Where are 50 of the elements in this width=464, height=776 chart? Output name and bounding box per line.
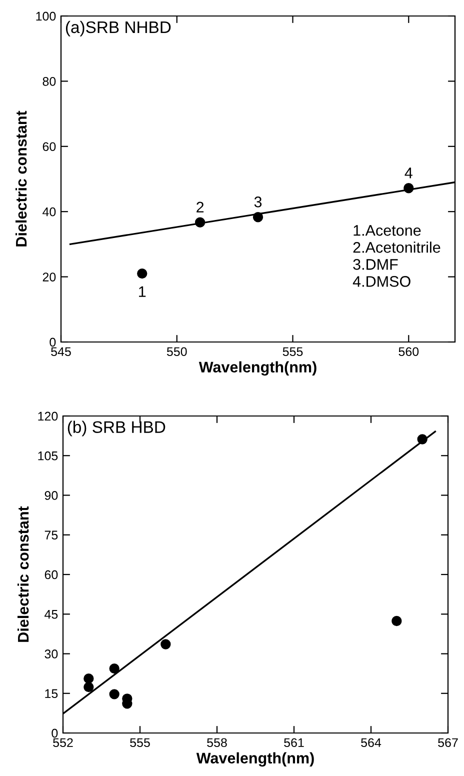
- x-tick-label: 558: [207, 738, 227, 748]
- y-tick-label: 15: [45, 689, 58, 698]
- x-tick-label: 555: [130, 738, 150, 748]
- chart-title: (b) SRB HBD: [68, 420, 166, 436]
- x-tick-label: 560: [398, 347, 419, 356]
- y-tick-label: 100: [36, 12, 56, 21]
- point: [109, 663, 120, 674]
- point: [109, 689, 120, 700]
- y-tick-label: 20: [42, 272, 56, 282]
- point: [392, 616, 402, 626]
- annotation: 4: [404, 168, 412, 178]
- annotation: 2: [196, 202, 204, 212]
- y-tick-label: 120: [38, 412, 58, 421]
- point: [417, 434, 428, 444]
- x-axis-title: Wavelength(nm): [196, 752, 314, 767]
- y-tick-label: 75: [44, 530, 58, 540]
- point: [84, 682, 94, 692]
- annotation: 1: [139, 286, 146, 297]
- y-tick-label: 0: [50, 338, 56, 347]
- y-axis-title: Dielectric constant: [17, 506, 29, 642]
- y-tick-label: 80: [42, 77, 56, 86]
- y-tick-label: 60: [42, 142, 56, 152]
- x-tick-label: 552: [53, 738, 73, 748]
- x-axis-title: Wavelength(nm): [198, 361, 316, 376]
- annotation: 4.DMSO: [352, 276, 410, 287]
- annotation: 3.DMF: [353, 259, 398, 270]
- x-tick-label: 545: [51, 347, 71, 356]
- chart-title: (a)SRB NHBD: [66, 20, 171, 36]
- point: [137, 268, 148, 279]
- y-tick-label: 90: [44, 491, 58, 500]
- y-tick-label: 30: [44, 650, 58, 658]
- x-tick-label: 564: [361, 738, 382, 748]
- annotation: 1.Acetone: [354, 225, 421, 236]
- annotation: 2.Acetonitrile: [353, 242, 440, 253]
- point: [194, 217, 206, 228]
- annotation: 3: [254, 196, 262, 208]
- point: [252, 212, 264, 222]
- x-tick-label: 555: [282, 347, 303, 356]
- x-tick-label: 561: [284, 738, 304, 748]
- point: [160, 639, 171, 650]
- y-tick-label: 60: [44, 570, 58, 580]
- x-tick-label: 550: [166, 347, 187, 356]
- x-tick-label: 567: [438, 738, 458, 748]
- y-axis-title: Dielectric constant: [15, 110, 27, 246]
- point: [404, 183, 414, 194]
- y-tick-label: 45: [44, 610, 58, 619]
- y-tick-label: 40: [42, 207, 56, 216]
- y-tick-label: 0: [52, 728, 58, 738]
- point: [84, 673, 94, 684]
- y-tick-label: 105: [38, 451, 58, 460]
